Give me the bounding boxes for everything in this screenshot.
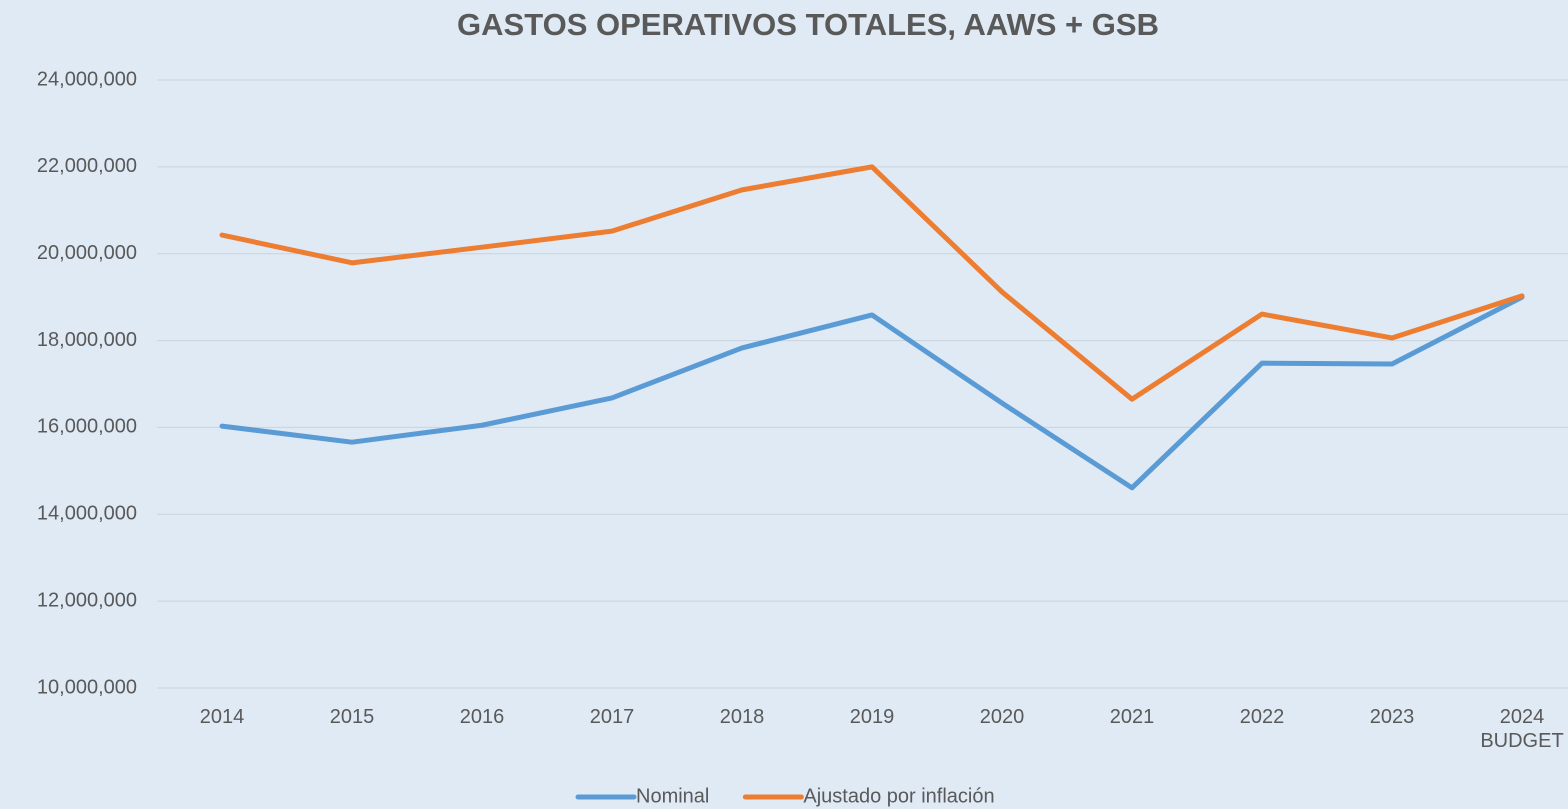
x-tick-label: 2020 (979, 706, 1025, 728)
legend-label: Nominal (636, 785, 709, 807)
y-tick-label: 20,000,000 (37, 242, 137, 264)
x-tick-label: 2015 (329, 706, 375, 728)
x-tick-label: 2016 (459, 706, 505, 728)
x-tick-label: 2021 (1109, 706, 1155, 728)
y-tick-label: 10,000,000 (37, 676, 137, 698)
y-tick-label: 18,000,000 (37, 329, 137, 351)
y-tick-label: 24,000,000 (37, 68, 137, 90)
x-tick-label: 2017 (589, 706, 635, 728)
x-tick-label: 2022 (1239, 706, 1285, 728)
x-tick-label: 2019 (849, 706, 895, 728)
x-tick-label: 2018 (719, 706, 765, 728)
legend-label: Ajustado por inflación (803, 785, 994, 807)
x-tick-label: 2023 (1369, 706, 1415, 728)
series-line (219, 164, 1525, 402)
x-tick-label: 2014 (199, 706, 245, 728)
x-tick-label: 2024 BUDGET (1480, 706, 1564, 752)
chart-title: GASTOS OPERATIVOS TOTALES, AAWS + GSB (457, 7, 1159, 42)
y-tick-label: 12,000,000 (37, 589, 137, 611)
series-line (219, 294, 1525, 491)
y-tick-label: 22,000,000 (37, 155, 137, 177)
y-tick-label: 16,000,000 (37, 416, 137, 438)
y-tick-label: 14,000,000 (37, 503, 137, 525)
